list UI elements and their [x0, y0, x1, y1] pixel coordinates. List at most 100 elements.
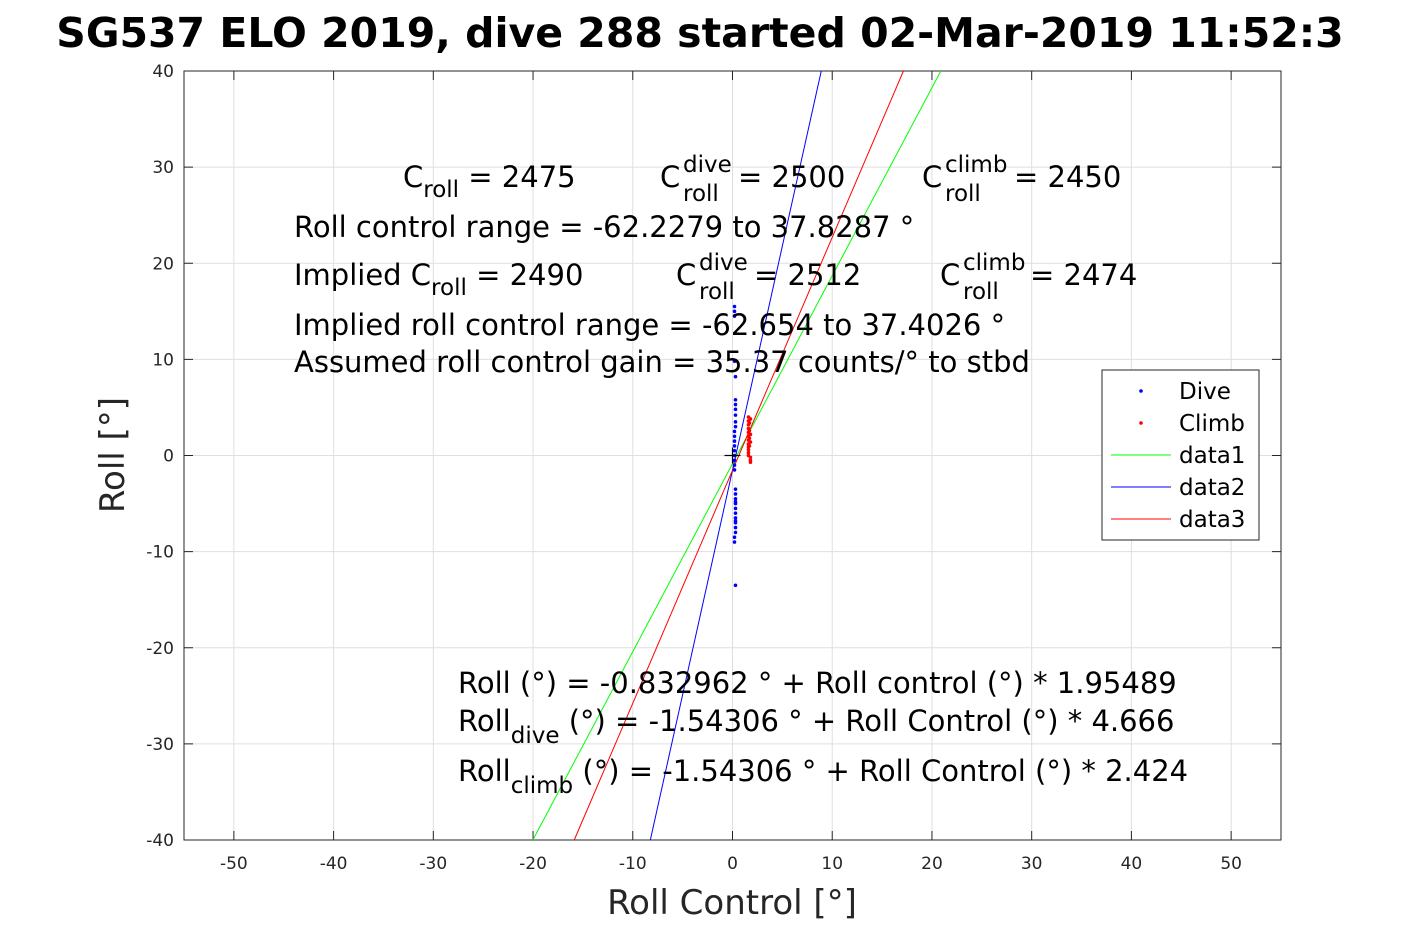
c-roll-subscript: roll: [423, 177, 459, 203]
implied-c-roll-dive-value: = 2512: [754, 258, 861, 292]
point-dive: [733, 407, 738, 412]
point-dive: [732, 304, 737, 309]
legend-label-data3: data3: [1179, 507, 1245, 533]
c-roll-dive-symbol: C: [660, 160, 680, 194]
c-roll-climb-subscript: roll: [945, 181, 981, 207]
annotation-c-roll-climb: C climb roll = 2450: [922, 145, 1121, 208]
point-dive: [732, 535, 737, 540]
fit-climb-prefix: Roll: [458, 754, 511, 788]
annotation-fit-climb: Rollclimb (°) = -1.54306 ° + Roll Contro…: [458, 754, 1188, 799]
y-tick-labels: -40 -30 -20 -10 0 10 20 30 40: [146, 62, 174, 851]
implied-c-roll-dive-subscript: roll: [699, 279, 735, 305]
chart-title: SG537 ELO 2019, dive 288 started 02-Mar-…: [56, 9, 1343, 57]
y-tick-label: 40: [152, 62, 174, 82]
c-roll-symbol: C: [403, 160, 423, 194]
x-tick-label: 0: [727, 854, 738, 874]
annotation-c-roll: Croll = 2475: [403, 160, 576, 203]
c-roll-dive-subscript: roll: [683, 181, 719, 207]
point-dive: [732, 444, 737, 448]
annotation-c-roll-dive: C dive roll = 2500: [660, 145, 845, 208]
c-roll-climb-value: = 2450: [1014, 160, 1121, 194]
fit-dive-equation: (°) = -1.54306 ° + Roll Control (°) * 4.…: [559, 704, 1174, 738]
point-dive: [733, 397, 738, 402]
c-roll-climb-superscript: climb: [945, 152, 1007, 178]
point-dive: [733, 420, 738, 424]
legend-swatch-climb: [1139, 421, 1143, 425]
x-tick-label: 40: [1121, 854, 1143, 874]
annotation-implied-roll-control-range: Implied roll control range = -62.654 to …: [294, 308, 1005, 342]
point-dive: [733, 496, 738, 501]
point-climb: [748, 455, 753, 460]
legend-label-data2: data2: [1179, 475, 1245, 501]
legend-label-dive: Dive: [1179, 379, 1231, 405]
implied-c-roll-dive-superscript: dive: [699, 250, 748, 276]
y-axis-label: Roll [°]: [93, 397, 133, 513]
point-dive: [732, 314, 737, 318]
point-dive: [732, 540, 737, 544]
x-tick-label: -10: [619, 854, 647, 874]
x-tick-labels: -50 -40 -30 -20 -10 0 10 20 30 40 50: [220, 854, 1242, 874]
point-dive: [733, 492, 738, 496]
point-dive: [733, 424, 738, 429]
point-dive: [733, 487, 738, 491]
point-dive: [733, 519, 738, 523]
point-dive: [732, 448, 737, 453]
legend: Dive Climb data1 data2 data3: [1101, 369, 1260, 541]
x-tick-label: -40: [320, 854, 348, 874]
x-tick-label: -20: [519, 854, 547, 874]
c-roll-value: = 2475: [459, 160, 576, 194]
x-tick-label: -50: [220, 854, 248, 874]
point-dive: [733, 506, 738, 511]
implied-c-roll-climb-symbol: C: [940, 258, 960, 292]
point-climb: [746, 450, 751, 455]
legend-label-data1: data1: [1179, 443, 1245, 469]
x-tick-label: 10: [821, 854, 843, 874]
implied-c-roll-subscript: roll: [431, 275, 467, 301]
point-climb: [748, 460, 753, 465]
point-climb: [747, 436, 752, 440]
point-dive: [732, 359, 737, 364]
implied-c-roll-value: = 2490: [467, 258, 584, 292]
y-tick-label: -30: [146, 735, 174, 755]
point-dive: [732, 309, 737, 314]
point-dive: [733, 413, 738, 417]
c-roll-dive-value: = 2500: [738, 160, 845, 194]
implied-c-roll-climb-subscript: roll: [963, 279, 999, 305]
y-tick-label: -40: [146, 831, 174, 851]
point-dive: [732, 468, 737, 472]
point-dive: [733, 499, 738, 504]
annotation-implied-c-roll-climb: C climb roll = 2474: [940, 243, 1137, 306]
fit-dive-subscript: dive: [511, 723, 560, 749]
legend-label-climb: Climb: [1179, 411, 1245, 437]
annotation-implied-c-roll-dive: C dive roll = 2512: [676, 243, 861, 306]
point-dive: [732, 434, 737, 439]
implied-c-roll-prefix: Implied C: [294, 258, 431, 292]
point-dive: [733, 516, 738, 520]
point-climb: [748, 432, 753, 437]
point-dive: [733, 374, 738, 379]
legend-items: Dive Climb data1 data2 data3: [1111, 379, 1245, 533]
y-tick-label: 0: [163, 447, 174, 467]
x-tick-label: 30: [1021, 854, 1043, 874]
annotation-implied-c-roll: Implied Croll = 2490: [294, 258, 583, 301]
point-dive: [733, 530, 738, 535]
point-dive: [733, 511, 738, 515]
c-roll-climb-symbol: C: [922, 160, 942, 194]
fit-dive-prefix: Roll: [458, 704, 511, 738]
point-dive: [732, 439, 737, 443]
fit-climb-equation: (°) = -1.54306 ° + Roll Control (°) * 2.…: [573, 754, 1188, 788]
annotation-assumed-gain: Assumed roll control gain = 35.37 counts…: [294, 345, 1030, 379]
c-roll-dive-superscript: dive: [683, 152, 732, 178]
y-tick-label: -10: [146, 543, 174, 563]
y-tick-label: -20: [146, 639, 174, 659]
y-tick-label: 20: [152, 254, 174, 274]
point-dive: [733, 583, 738, 588]
point-climb: [747, 421, 752, 425]
x-tick-label: 20: [921, 854, 943, 874]
implied-c-roll-climb-superscript: climb: [963, 250, 1025, 276]
implied-c-roll-climb-value: = 2474: [1030, 258, 1137, 292]
legend-swatch-dive: [1139, 389, 1143, 393]
point-climb: [746, 447, 751, 452]
point-climb: [748, 417, 753, 421]
fit-climb-subscript: climb: [511, 773, 573, 799]
